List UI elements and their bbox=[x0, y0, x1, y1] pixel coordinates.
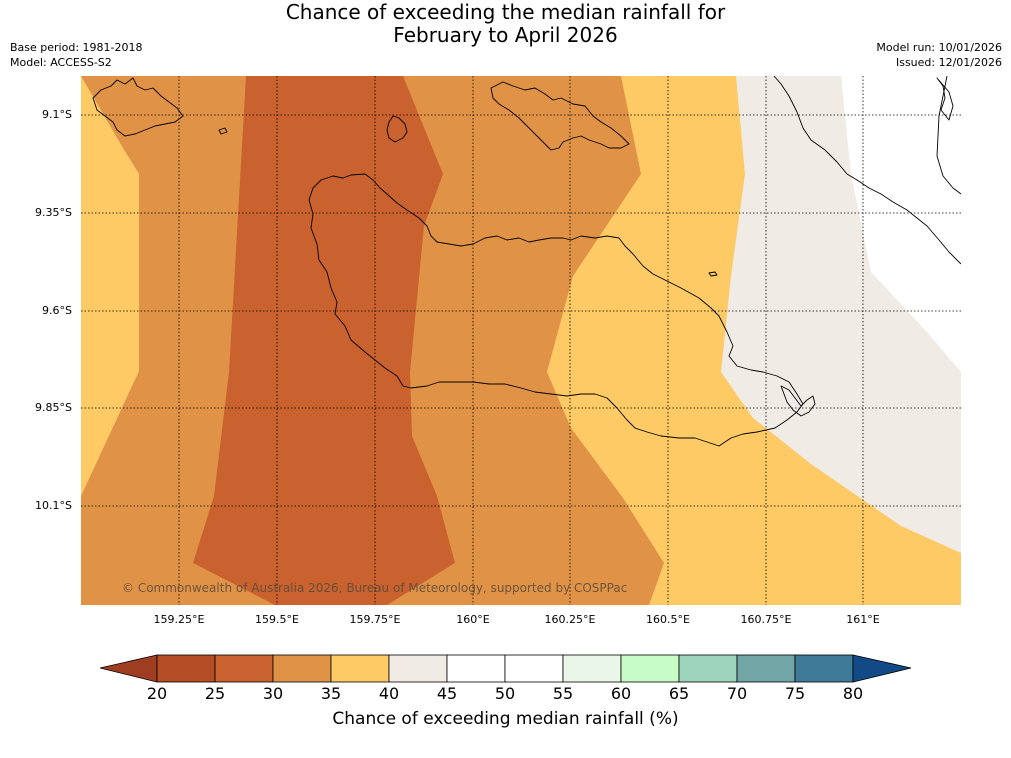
colorbar-extend-high bbox=[852, 654, 912, 683]
colorbar-segment bbox=[794, 654, 854, 683]
florida-islands-coastline bbox=[490, 81, 630, 151]
band-45-50 bbox=[841, 76, 961, 372]
coastlines bbox=[92, 76, 961, 447]
colorbar-tick: 80 bbox=[842, 684, 864, 703]
russell-islet-coastline bbox=[218, 127, 228, 135]
russell-islands-coastline bbox=[92, 77, 184, 137]
colorbar-tick: 35 bbox=[320, 684, 342, 703]
lon-label: 159.75°E bbox=[349, 613, 401, 626]
colorbar-segment bbox=[562, 654, 622, 683]
issue-date: Issued: 12/01/2026 bbox=[895, 56, 1002, 69]
copyright-notice: © Commonwealth of Australia 2026, Bureau… bbox=[122, 581, 628, 595]
far-east-coastline bbox=[936, 76, 961, 195]
lon-label: 161°E bbox=[846, 613, 880, 626]
colorbar-tick: 65 bbox=[668, 684, 690, 703]
meta-right: Model run: 10/01/2026 Issued: 12/01/2026 bbox=[876, 40, 1002, 70]
base-period: Base period: 1981-2018 bbox=[10, 41, 143, 54]
colorbar-segment bbox=[214, 654, 274, 683]
colorbar-segment bbox=[504, 654, 564, 683]
islet-coastline bbox=[708, 271, 718, 277]
lat-label: 9.85°S bbox=[35, 401, 72, 414]
map-title-line1: Chance of exceeding the median rainfall … bbox=[285, 0, 726, 24]
colorbar-segment bbox=[272, 654, 332, 683]
lat-label: 10.1°S bbox=[35, 499, 72, 512]
colorbar-segment bbox=[736, 654, 796, 683]
colorbar-tick: 30 bbox=[262, 684, 284, 703]
colorbar-tick: 40 bbox=[378, 684, 400, 703]
colorbar bbox=[99, 654, 912, 684]
colorbar-tick: 20 bbox=[146, 684, 168, 703]
rainfall-map bbox=[81, 76, 961, 605]
colorbar-segment bbox=[156, 654, 216, 683]
map-title-line2: February to April 2026 bbox=[393, 23, 618, 47]
colorbar-title: Chance of exceeding median rainfall (%) bbox=[332, 709, 679, 729]
colorbar-segment bbox=[446, 654, 506, 683]
lat-label: 9.6°S bbox=[42, 304, 72, 317]
lon-label: 160°E bbox=[456, 613, 490, 626]
marau-islets-coastline bbox=[780, 385, 816, 417]
colorbar-tick: 45 bbox=[436, 684, 458, 703]
lat-label: 9.35°S bbox=[35, 206, 72, 219]
colorbar-extend-low bbox=[99, 654, 158, 683]
lat-label: 9.1°S bbox=[42, 108, 72, 121]
lon-label: 160.5°E bbox=[646, 613, 690, 626]
model-name: Model: ACCESS-S2 bbox=[10, 56, 112, 69]
colorbar-tick: 50 bbox=[494, 684, 516, 703]
malaita-islet-coastline bbox=[936, 77, 954, 121]
lon-label: 160.25°E bbox=[544, 613, 596, 626]
colorbar-segment bbox=[388, 654, 448, 683]
lon-label: 159.25°E bbox=[153, 613, 205, 626]
colorbar-tick: 60 bbox=[610, 684, 632, 703]
colorbar-segment bbox=[330, 654, 390, 683]
guadalcanal-coastline bbox=[308, 173, 804, 447]
model-run: Model run: 10/01/2026 bbox=[876, 41, 1002, 54]
malaita-coastline bbox=[773, 76, 961, 265]
colorbar-tick: 75 bbox=[784, 684, 806, 703]
meta-left: Base period: 1981-2018 Model: ACCESS-S2 bbox=[10, 40, 142, 70]
colorbar-tick: 70 bbox=[726, 684, 748, 703]
lon-label: 159.5°E bbox=[255, 613, 299, 626]
colorbar-segment bbox=[678, 654, 738, 683]
colorbar-tick: 25 bbox=[204, 684, 226, 703]
colorbar-tick: 55 bbox=[552, 684, 574, 703]
gridlines bbox=[81, 76, 961, 605]
colorbar-segment bbox=[620, 654, 680, 683]
band-25-30 bbox=[193, 76, 455, 605]
savo-island-coastline bbox=[386, 115, 408, 143]
lon-label: 160.75°E bbox=[740, 613, 792, 626]
